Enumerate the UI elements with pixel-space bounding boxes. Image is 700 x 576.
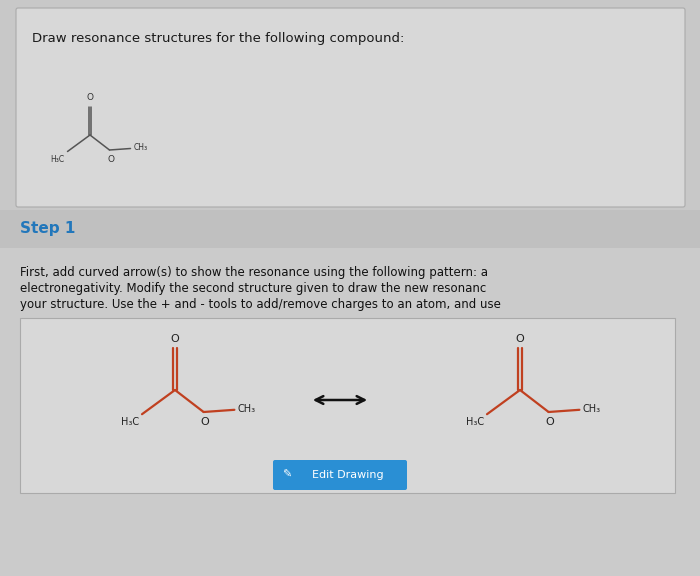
Text: O: O bbox=[87, 93, 94, 103]
Bar bbox=[0, 210, 700, 248]
Text: O: O bbox=[516, 334, 524, 344]
Text: Edit Drawing: Edit Drawing bbox=[312, 470, 384, 480]
Bar bbox=[0, 248, 700, 576]
Text: electronegativity. Modify the second structure given to draw the new resonanc: electronegativity. Modify the second str… bbox=[20, 282, 486, 295]
FancyBboxPatch shape bbox=[16, 8, 685, 207]
Text: First, add curved arrow(s) to show the resonance using the following pattern: a: First, add curved arrow(s) to show the r… bbox=[20, 266, 488, 279]
FancyBboxPatch shape bbox=[273, 460, 407, 490]
Text: O: O bbox=[545, 417, 554, 427]
Text: Draw resonance structures for the following compound:: Draw resonance structures for the follow… bbox=[32, 32, 405, 45]
Text: O: O bbox=[200, 417, 209, 427]
Text: your structure. Use the + and - tools to add/remove charges to an atom, and use: your structure. Use the + and - tools to… bbox=[20, 298, 501, 311]
Text: H₃C: H₃C bbox=[466, 417, 484, 427]
Text: CH₃: CH₃ bbox=[134, 143, 148, 152]
FancyBboxPatch shape bbox=[20, 318, 675, 493]
Text: H₃C: H₃C bbox=[50, 154, 64, 164]
Text: ✎: ✎ bbox=[282, 470, 292, 480]
Text: O: O bbox=[107, 155, 114, 164]
Text: CH₃: CH₃ bbox=[237, 404, 256, 414]
Text: O: O bbox=[171, 334, 179, 344]
Text: H₃C: H₃C bbox=[121, 417, 139, 427]
Text: CH₃: CH₃ bbox=[582, 404, 601, 414]
Text: Step 1: Step 1 bbox=[20, 222, 76, 237]
